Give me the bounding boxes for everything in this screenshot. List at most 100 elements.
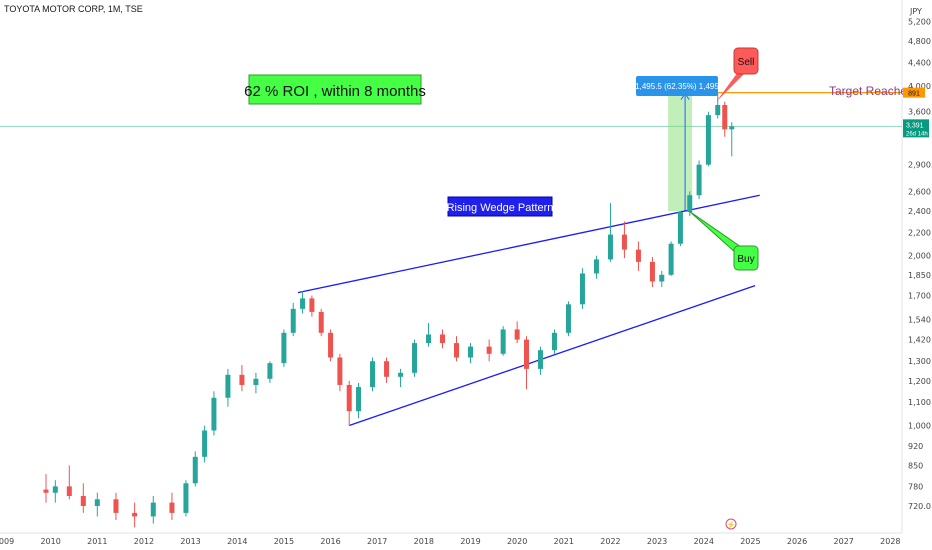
x-tick-label: 2013 <box>180 537 200 546</box>
candle-body <box>622 235 627 250</box>
candle-body <box>669 244 674 275</box>
candle-body <box>169 503 174 513</box>
candle-body <box>566 304 571 332</box>
currency-label: JPY <box>909 7 922 16</box>
candle-body <box>202 430 207 456</box>
current-price-value: 3,391 <box>906 122 924 129</box>
candle-body <box>132 513 137 517</box>
candle-body <box>67 486 72 496</box>
y-tick-label: 4,800 <box>908 37 931 46</box>
candle-body <box>650 262 655 282</box>
candle-body <box>697 165 702 196</box>
candle-body <box>412 343 417 373</box>
candle-body <box>659 275 664 282</box>
x-tick-label: 2016 <box>320 537 340 546</box>
candle-body <box>538 350 543 369</box>
y-tick-label: 2,600 <box>908 187 931 196</box>
sell-text: Sell <box>738 57 755 68</box>
y-tick-label: 1,850 <box>908 271 931 280</box>
candle-body <box>193 457 198 483</box>
candle-body <box>95 499 100 506</box>
y-tick-label: 1,100 <box>908 398 931 407</box>
candle-body <box>281 333 286 363</box>
candle-body <box>524 340 529 369</box>
wedge-lower-line <box>349 286 755 426</box>
candle-body <box>81 496 86 506</box>
x-tick-label: 2012 <box>134 537 154 546</box>
candle-body <box>426 334 431 343</box>
y-tick-label: 2,000 <box>908 252 931 261</box>
candle-body <box>319 312 324 333</box>
candle-body <box>151 503 156 517</box>
x-tick-label: 2023 <box>647 537 667 546</box>
roi-text: 62 % ROI , within 8 months <box>244 83 426 100</box>
x-tick-label: 2019 <box>460 537 480 546</box>
candle-body <box>53 486 58 492</box>
y-tick-label: 920 <box>908 442 923 451</box>
candle-body <box>501 329 506 353</box>
x-tick-label: 2010 <box>40 537 60 546</box>
x-tick-label: 2021 <box>554 537 574 546</box>
candle-body <box>347 385 352 411</box>
y-tick-label: 1,540 <box>908 316 931 325</box>
candle-body <box>454 343 459 357</box>
candle-body <box>356 387 361 411</box>
y-tick-label: 1,000 <box>908 422 931 431</box>
candle-body <box>300 298 305 308</box>
y-tick-label: 2,200 <box>908 228 931 237</box>
y-tick-label: 1,200 <box>908 377 931 386</box>
candle-body <box>337 357 342 384</box>
buy-pointer <box>689 211 741 253</box>
y-tick-label: 850 <box>908 461 923 470</box>
buy-text: Buy <box>737 254 754 265</box>
y-tick-label: 1,300 <box>908 357 931 366</box>
candle-body <box>309 298 314 311</box>
candle-body <box>291 309 296 333</box>
measure-label-text: 1,495.5 (62.35%) 1,495 <box>635 82 719 91</box>
candle-body <box>552 333 557 350</box>
candle-body <box>239 375 244 385</box>
lightning-glyph: ⚡ <box>727 520 736 529</box>
candle-body <box>113 499 118 513</box>
sell-pointer <box>716 72 746 102</box>
x-tick-label: 2026 <box>787 537 807 546</box>
candle-body <box>370 361 375 387</box>
measure-box <box>668 93 692 211</box>
candle-body <box>594 259 599 273</box>
x-tick-label: 2027 <box>834 537 854 546</box>
x-tick-label: 2017 <box>367 537 387 546</box>
x-tick-label: 2024 <box>694 537 714 546</box>
candle-body <box>487 347 492 354</box>
candle-body <box>267 363 272 379</box>
y-tick-label: 2,900.0 <box>908 161 932 170</box>
y-tick-label: 3,600 <box>908 108 931 117</box>
pattern-text: Rising Wedge Pattern <box>447 202 554 214</box>
y-tick-label: 4,400 <box>908 59 931 68</box>
candle-body <box>43 490 48 493</box>
candle-body <box>211 398 216 431</box>
x-tick-label: 2025 <box>740 537 760 546</box>
candle-body <box>715 105 720 115</box>
y-tick-label: 2,400 <box>908 207 931 216</box>
candle-body <box>328 333 333 358</box>
x-tick-label: 2020 <box>507 537 527 546</box>
candle-body <box>687 195 692 212</box>
x-tick-label: 2018 <box>414 537 434 546</box>
candle-body <box>398 373 403 377</box>
candle-body <box>722 105 727 129</box>
target-price-value: 891 <box>908 91 920 98</box>
candle-body <box>515 329 520 339</box>
x-tick-label: 2011 <box>87 537 107 546</box>
y-tick-label: 1,420 <box>908 336 931 345</box>
candle-body <box>636 250 641 262</box>
y-tick-label: 1,700 <box>908 292 931 301</box>
candle-body <box>225 375 230 398</box>
x-tick-label: 2015 <box>274 537 294 546</box>
x-tick-label: 2022 <box>600 537 620 546</box>
candle-body <box>580 273 585 304</box>
candle-body <box>678 212 683 244</box>
candle-body <box>729 126 734 129</box>
current-price-countdown: 26d 14h <box>906 131 928 137</box>
target-reached-label: Target Reached <box>829 84 914 98</box>
